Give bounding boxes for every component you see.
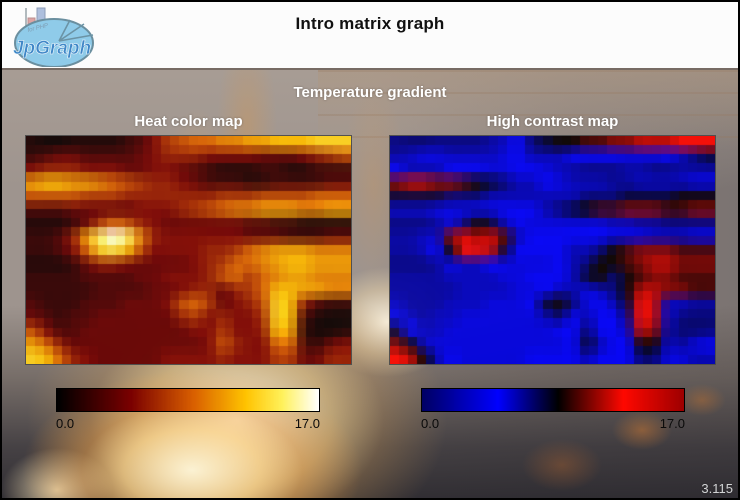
heat-colorbar [56, 388, 320, 412]
scale-min-label: 0.0 [56, 416, 75, 431]
logo-wordmark: JpGraph [13, 38, 91, 59]
heat-colorbar-labels: 0.0 17.0 [56, 416, 320, 431]
right-map-title: High contrast map [486, 113, 619, 130]
version-footer: 3.115 [701, 481, 733, 496]
high-contrast-colorbar-labels: 0.0 17.0 [421, 416, 685, 431]
heat-color-map-canvas [25, 135, 352, 365]
page-title: Intro matrix graph [295, 14, 445, 33]
logo-subtext: for PHP [27, 23, 49, 34]
scale-min-label: 0.0 [421, 416, 440, 431]
logo-pie-slices [58, 19, 94, 42]
title-banner: for PHP JpGraph Intro matrix graph [2, 2, 738, 68]
jpgraph-logo: for PHP JpGraph [13, 7, 94, 67]
left-map-title: Heat color map [134, 113, 243, 130]
chart-supertitle: Temperature gradient [293, 84, 447, 101]
high-contrast-colorbar [421, 388, 685, 412]
high-contrast-map-canvas [389, 135, 716, 365]
scale-max-label: 17.0 [659, 416, 685, 431]
scale-max-label: 17.0 [294, 416, 320, 431]
